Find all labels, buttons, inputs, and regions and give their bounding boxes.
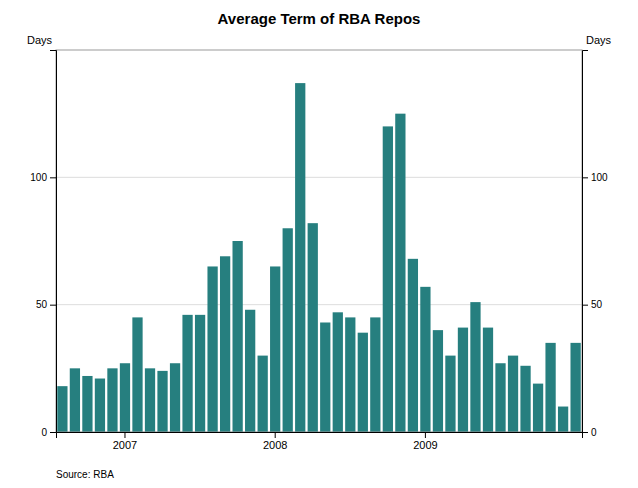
bar [433, 330, 443, 432]
axis-line [57, 433, 583, 439]
axis-line [583, 51, 589, 433]
bar [333, 312, 343, 432]
bar [295, 83, 305, 432]
bar [383, 126, 393, 432]
bar [483, 328, 493, 432]
axis-line [50, 51, 57, 433]
grid-line [56, 177, 582, 178]
bar [545, 343, 555, 432]
bar [207, 266, 217, 432]
bars [57, 83, 580, 432]
bar [57, 386, 67, 432]
y-axis: 0 50 100 [30, 51, 56, 438]
tick: 2008 [263, 432, 287, 451]
source: Source: RBA [56, 469, 114, 480]
bar [245, 310, 255, 432]
bar [70, 368, 80, 432]
x-axis: 2007 2008 2009 [57, 432, 583, 451]
bar [107, 368, 117, 432]
bar [470, 302, 480, 432]
tick: 100 [30, 172, 56, 183]
bar [270, 266, 280, 432]
bar [508, 356, 518, 432]
tick-mark [582, 177, 588, 178]
tick-label: 0 [41, 427, 47, 438]
tick-label: 50 [36, 299, 48, 310]
bar [308, 223, 318, 432]
bar [408, 259, 418, 432]
tick: 50 [582, 299, 603, 310]
tick-mark [50, 177, 56, 178]
bar [170, 363, 180, 432]
tick-label: 2008 [263, 439, 287, 451]
bar [258, 356, 268, 432]
tick-mark [124, 432, 125, 438]
tick-label: 2009 [413, 439, 437, 451]
bar [82, 376, 92, 432]
bar [283, 228, 293, 432]
bar [220, 256, 230, 432]
plot: 0 50 100 0 50 100 2007 2008 2009 Days Days [27, 34, 612, 451]
bar [120, 363, 130, 432]
tick: 0 [582, 427, 597, 438]
y2-axis: 0 50 100 [582, 51, 608, 438]
tick-label: 100 [30, 172, 47, 183]
bar [182, 315, 192, 432]
grid-line [56, 304, 582, 305]
tick: 100 [582, 172, 608, 183]
tick: 2007 [113, 432, 137, 451]
title: Average Term of RBA Repos [218, 10, 421, 27]
tick-label: 0 [591, 427, 597, 438]
tick-label: 50 [591, 299, 603, 310]
bar [145, 368, 155, 432]
bar [358, 333, 368, 432]
bar [95, 379, 105, 432]
bar [320, 322, 330, 432]
bar [458, 328, 468, 432]
tick-mark [275, 432, 276, 438]
bar [370, 317, 380, 432]
bar [570, 343, 580, 432]
bar [195, 315, 205, 432]
tick-mark [50, 305, 56, 306]
chart: 0 50 100 0 50 100 2007 2008 2009 Days Days Average … [0, 0, 638, 488]
bar [495, 363, 505, 432]
bar [345, 317, 355, 432]
tick: 50 [36, 299, 56, 310]
bar [132, 317, 142, 432]
tick-mark [425, 432, 426, 438]
bar [445, 356, 455, 432]
bar [533, 384, 543, 432]
bar [395, 114, 405, 432]
y2-axis-label: Days [586, 34, 612, 46]
bar [558, 407, 568, 432]
bar [420, 287, 430, 432]
tick: 2009 [413, 432, 437, 451]
bar [157, 371, 167, 432]
bar [520, 366, 530, 432]
bar [233, 241, 243, 432]
tick-mark [50, 432, 56, 433]
tick: 0 [41, 427, 56, 438]
tick-label: 2007 [113, 439, 137, 451]
y-axis-label: Days [27, 34, 53, 46]
grid [56, 177, 582, 432]
plot-frame [56, 50, 582, 432]
tick-mark [582, 305, 588, 306]
tick-label: 100 [591, 172, 608, 183]
